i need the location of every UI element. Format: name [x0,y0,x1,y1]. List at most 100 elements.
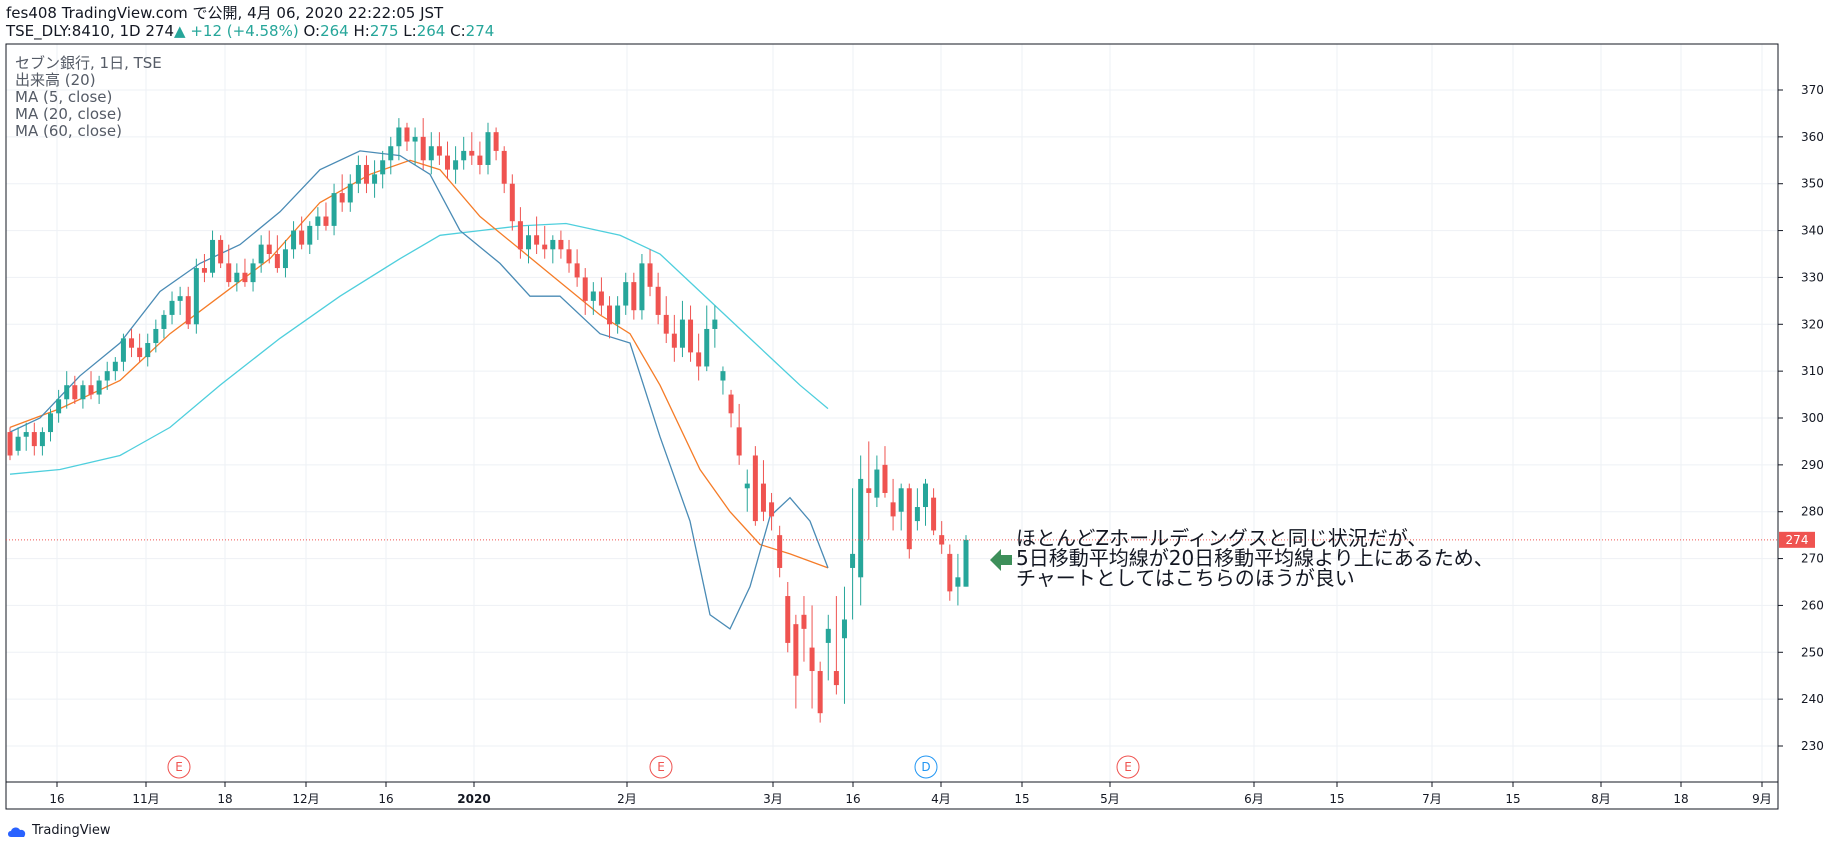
candle-body [590,291,596,301]
candle [841,586,847,704]
candle-body [882,464,888,493]
candle [234,263,240,292]
candle [558,230,564,259]
up-arrow-icon: ▲ [174,22,186,40]
candle-body [169,300,175,315]
candle-body [185,296,191,325]
event-circle [914,755,938,779]
candle [615,296,621,334]
candle-body [712,319,718,329]
x-tick-label: 11月 [132,792,159,806]
candle-body [655,286,661,315]
x-tick-label: 6月 [1244,792,1264,806]
earnings-marker[interactable]: E [649,755,673,779]
candle-body [444,155,450,170]
earnings-marker[interactable]: E [167,755,191,779]
candle-body [534,235,540,245]
candle [931,488,937,536]
candle-body [607,305,613,325]
footer: TradingView [6,823,111,838]
candle-body [355,164,361,184]
candle [566,239,572,273]
candle [526,225,532,264]
candle [679,300,685,358]
candle-body [963,539,969,587]
candle [809,605,815,709]
low-label: L: [403,22,417,40]
candle-body [372,174,378,184]
grid [6,44,1778,782]
time-axis: 16 11月 18 12月 16 2020 2月 3月 16 4月 15 5月 6月 15 7月 15 8月 18… [49,782,1772,806]
candle-body [631,282,637,311]
candle [574,249,580,287]
arrow-left-icon [990,549,1012,571]
dividend-marker[interactable]: D [914,755,938,779]
candle-body [420,136,426,161]
candle [477,141,483,175]
candle-body [939,535,945,545]
y-tick-label: 250 [1801,645,1824,659]
candle-body [517,221,523,250]
candle-body [955,577,961,587]
candle-body [201,268,207,273]
chart-header: fes408 TradingView.com で公開, 4月 06, 2020 … [6,4,494,40]
event-label: E [1124,760,1132,774]
candle [112,357,118,381]
candle-body [112,361,118,372]
candle [501,146,507,194]
change-text: +12 (+4.58%) [190,22,299,40]
candle [825,614,831,681]
candle-body [688,319,694,353]
candle-body [64,385,70,400]
candle [898,483,904,531]
candle-body [266,244,272,254]
candle [412,127,418,165]
price-axis: 230 240 250 260 270 280 290 300 310 320 330 340 350 3… [1778,83,1824,753]
candle-body [922,483,928,508]
y-tick-label: 360 [1801,130,1824,144]
candle-body [574,263,580,278]
annotation-line-3: チャートとしてはこちらのほうが良い [1016,566,1355,590]
candle [817,661,823,723]
candle [688,305,694,362]
candle-body [931,497,937,531]
candle-body [96,380,102,395]
candle [64,371,70,409]
candle [242,258,248,287]
candle-body [274,254,280,269]
open-label: O: [303,22,321,40]
candle-body [347,183,353,203]
candle-body [250,263,256,283]
candle [777,525,783,578]
candle-body [323,216,329,226]
candle-body [388,146,394,161]
y-tick-label: 270 [1801,552,1824,566]
candle [550,235,556,264]
candle [266,230,272,264]
candle [906,483,912,559]
candle-body [226,263,232,283]
price-tag-label: 274 [1786,533,1809,547]
candle-body [777,535,783,568]
candle [307,221,313,254]
candle [631,272,637,320]
candle [396,118,402,161]
candle [169,291,175,325]
candle [48,408,54,442]
candle [769,492,775,531]
earnings-marker[interactable]: E [1116,755,1140,779]
x-tick-label: 15 [1505,792,1520,806]
candle [914,488,920,531]
x-tick-label: 16 [378,792,393,806]
candle-body [801,614,807,629]
candle-body [380,160,386,175]
candle-body [469,150,475,156]
candle-body [850,553,856,568]
candle [218,235,224,269]
candle [96,375,102,404]
candle-body [639,263,645,311]
candle [623,272,629,315]
legend-ma5: MA (5, close) [15,88,112,106]
annotation-line-2: 5日移動平均線が20日移動平均線より上にあるため、 [1016,546,1494,570]
